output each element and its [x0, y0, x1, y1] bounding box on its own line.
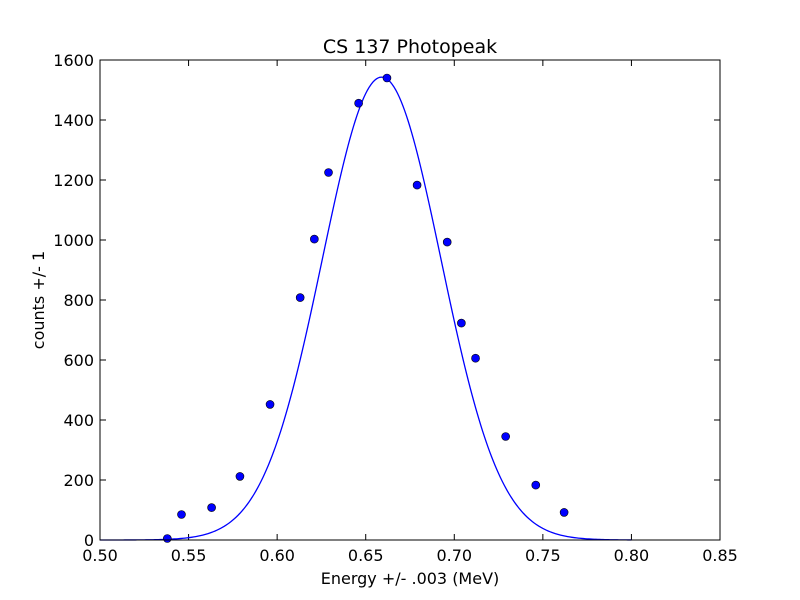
y-tick-label: 0 — [84, 531, 94, 550]
data-point — [207, 503, 216, 512]
y-tick-label: 1600 — [53, 51, 94, 70]
data-point — [559, 508, 569, 517]
data-point — [382, 73, 392, 83]
y-tick-label: 600 — [63, 351, 94, 370]
data-point — [324, 168, 333, 177]
x-tick-label: 0.80 — [614, 546, 650, 565]
data-point — [265, 400, 275, 409]
data-point — [457, 318, 466, 328]
x-tick-label: 0.65 — [348, 546, 384, 565]
x-tick-label: 0.50 — [82, 546, 118, 565]
curve-layer — [100, 76, 632, 541]
data-point — [412, 180, 422, 190]
plot-frame — [99, 59, 721, 541]
data-point — [501, 432, 510, 441]
x-axis-label: Energy +/- .003 (MeV) — [321, 569, 500, 588]
data-point — [163, 534, 172, 543]
data-point — [235, 472, 245, 481]
ticks-layer: 0.50 0.55 0.60 0.65 0.70 0.75 0.80 0.85 0 200 400 6… — [53, 51, 738, 565]
data-point — [354, 98, 363, 108]
y-tick-label: 1200 — [53, 171, 94, 190]
x-tick-label: 0.60 — [259, 546, 295, 565]
data-point — [471, 353, 480, 363]
y-axis-label: counts +/- 1 — [29, 251, 48, 349]
fit-curve — [100, 76, 632, 541]
x-tick-label: 0.85 — [702, 546, 738, 565]
data-point — [177, 510, 186, 519]
data-point — [531, 480, 541, 490]
y-tick-label: 1400 — [53, 111, 94, 130]
y-tick-label: 200 — [63, 471, 94, 490]
y-tick-label: 400 — [63, 411, 94, 430]
y-tick-label: 800 — [63, 291, 94, 310]
data-point — [310, 234, 319, 244]
x-tick-label: 0.70 — [436, 546, 472, 565]
chart-title: CS 137 Photopeak — [323, 36, 497, 58]
y-tick-label: 1000 — [53, 231, 94, 250]
points-layer — [163, 73, 569, 543]
plot-area — [100, 60, 720, 540]
x-tick-label: 0.75 — [525, 546, 561, 565]
data-point — [442, 237, 452, 247]
data-point — [295, 293, 305, 302]
x-tick-label: 0.55 — [171, 546, 207, 565]
